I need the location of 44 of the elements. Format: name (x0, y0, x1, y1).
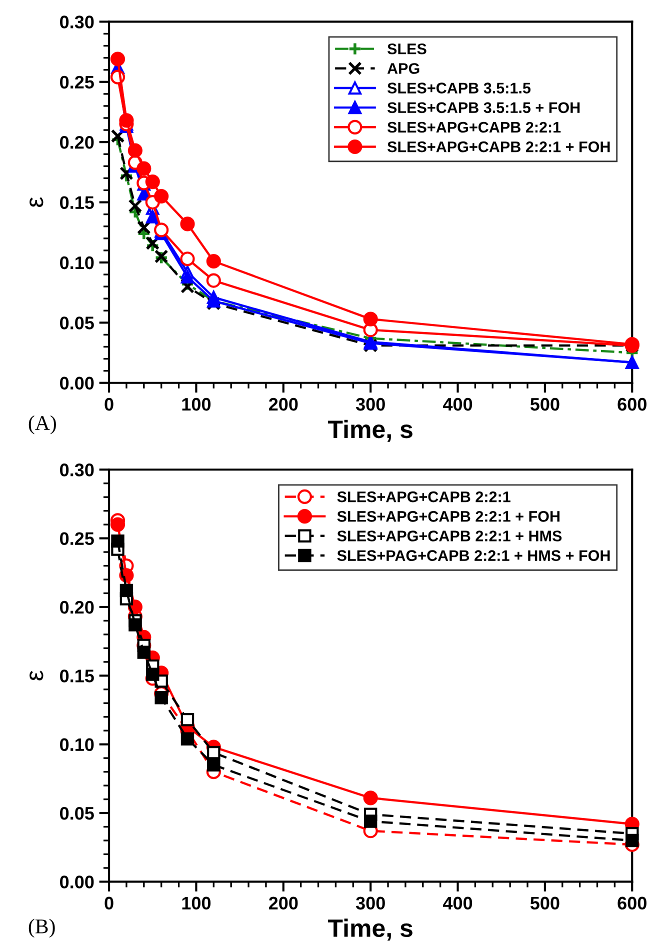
legend-label: SLES+APG+CAPB 2:2:1 + FOH (387, 141, 610, 152)
x-tick-label: 200 (268, 398, 298, 411)
legend-label: SLES+APG+CAPB 2:2:1 (387, 122, 561, 133)
y-tick-label: 0.25 (60, 532, 94, 546)
y-tick-label: 0.30 (60, 16, 94, 28)
y-tick-label: 0.30 (60, 464, 94, 476)
y-tick-label: 0.05 (60, 316, 94, 330)
text: (A) (28, 415, 56, 434)
x-tick-label: 0 (104, 398, 114, 411)
text: (B) (28, 918, 55, 938)
y-tick-label: 0.10 (60, 738, 94, 752)
x-tick-label: 400 (442, 896, 472, 910)
y-tick-label: 0.00 (60, 376, 94, 390)
x-tick-label: 500 (530, 398, 560, 411)
x-axis-title: Time, s (328, 420, 412, 442)
legend-label: SLES+CAPB 3.5:1.5 + FOH (387, 102, 580, 114)
y-tick-label: 0.15 (60, 196, 94, 209)
legend-label: SLES+APG+CAPB 2:2:1 + HMS (337, 530, 562, 542)
x-axis-title: Time, s (328, 918, 412, 941)
legend-label: SLES+CAPB 3.5:1.5 (387, 82, 531, 94)
x-tick-label: 400 (442, 398, 472, 411)
x-tick-label: 300 (356, 398, 385, 411)
legend-label: SLES+PAG+CAPB 2:2:1 + HMS + FOH (337, 550, 610, 561)
x-tick-label: 100 (182, 398, 211, 411)
x-tick-label: 0 (104, 896, 114, 910)
y-tick-label: 0.15 (60, 670, 94, 682)
y-axis-title: ε (30, 670, 44, 680)
y-tick-label: 0.05 (60, 806, 94, 820)
x-tick-label: 100 (182, 896, 211, 910)
y-tick-label: 0.10 (60, 256, 94, 270)
x-tick-label: 300 (356, 896, 385, 910)
y-tick-label: 0.00 (60, 876, 94, 888)
legend-label: SLES (387, 43, 426, 54)
legend-label: APG (387, 63, 420, 74)
y-tick-label: 0.20 (60, 600, 94, 614)
y-tick-label: 0.25 (60, 76, 94, 89)
legend-label: SLES+APG+CAPB 2:2:1 (337, 491, 510, 502)
x-tick-label: 600 (618, 896, 646, 910)
y-axis-title: ε (30, 197, 44, 207)
legend-label: SLES+APG+CAPB 2:2:1 + FOH (337, 510, 560, 522)
y-tick-label: 0.20 (60, 136, 94, 149)
x-tick-label: 500 (530, 896, 560, 910)
x-tick-label: 600 (618, 398, 646, 411)
x-tick-label: 200 (268, 896, 298, 910)
